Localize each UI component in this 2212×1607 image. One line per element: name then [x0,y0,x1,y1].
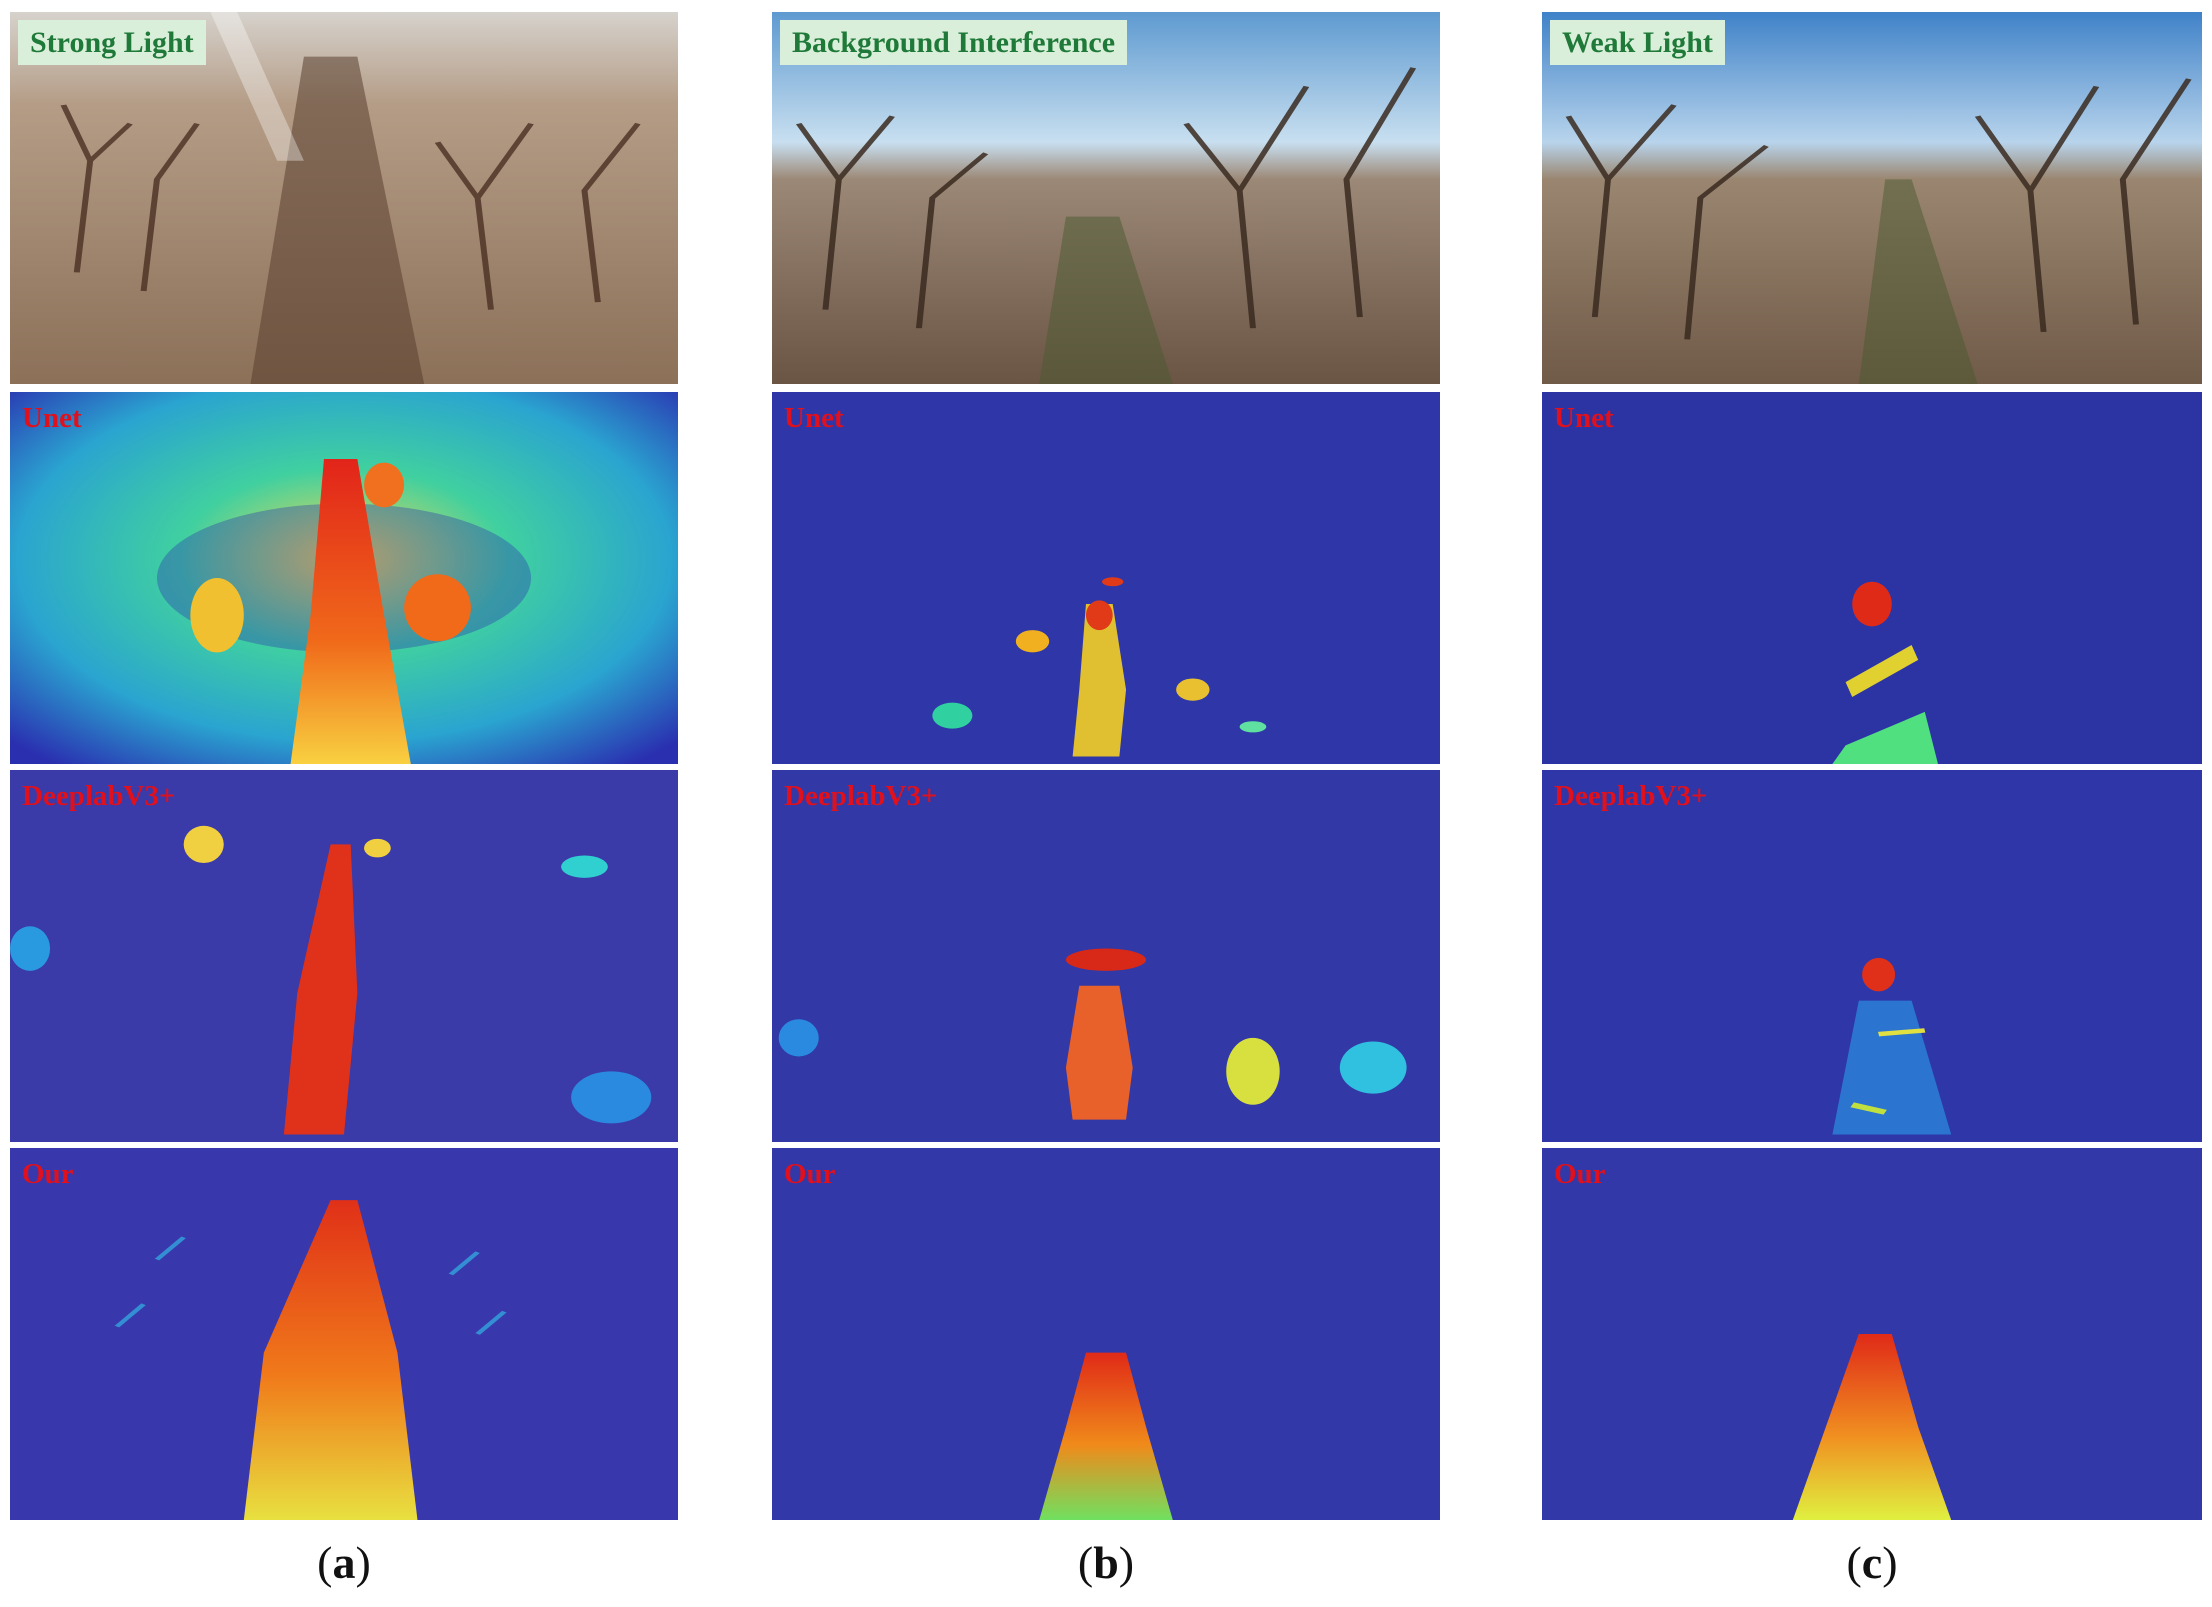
method-label-unet-c: Unet [1554,402,1614,434]
scene-label-a: Strong Light [18,20,206,65]
photo-b-original: Background Interference [772,12,1440,384]
heatmap-a-deeplab: DeeplabV3+ [10,770,678,1142]
heatmap-b-our: Our [772,1148,1440,1520]
method-label-deeplab-a: DeeplabV3+ [22,780,176,812]
caption-c: (c) [1846,1537,1898,1588]
heatmap-a-our: Our [10,1148,678,1520]
heatmap-c-our: Our [1542,1148,2202,1520]
method-label-our-a: Our [22,1158,74,1190]
caption-a: (a) [317,1537,371,1588]
photo-a-original: Strong Light [10,12,678,384]
method-label-deeplab-b: DeeplabV3+ [784,780,938,812]
method-label-unet-a: Unet [22,402,82,434]
heatmap-c-unet: Unet [1542,392,2202,764]
scene-label-c: Weak Light [1550,20,1725,65]
method-label-our-b: Our [784,1158,836,1190]
method-label-our-c: Our [1554,1158,1606,1190]
heatmap-b-unet: Unet [772,392,1440,764]
heatmap-a-unet: Unet [10,392,678,764]
heatmap-c-deeplab: DeeplabV3+ [1542,770,2202,1142]
method-label-unet-b: Unet [784,402,844,434]
photo-c-original: Weak Light [1542,12,2202,384]
scene-label-b: Background Interference [780,20,1128,65]
method-label-deeplab-c: DeeplabV3+ [1554,780,1708,812]
heatmap-b-deeplab: DeeplabV3+ [772,770,1440,1142]
caption-b: (b) [1077,1537,1135,1588]
